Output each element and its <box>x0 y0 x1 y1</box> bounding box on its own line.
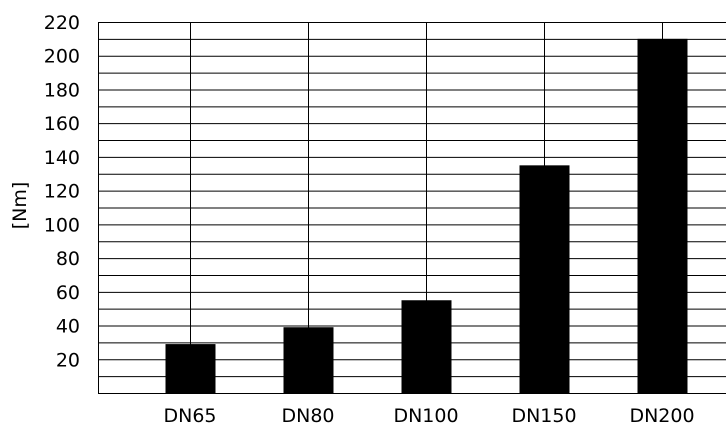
y-tick-label: 20 <box>56 349 80 371</box>
y-tick-labels: 20 40 60 80 100 120 140 160 180 200 220 <box>44 12 80 371</box>
x-tick-label: DN100 <box>393 405 458 427</box>
x-tick-label: DN65 <box>163 405 216 427</box>
y-tick-label: 120 <box>44 181 80 203</box>
bar-dn80 <box>283 327 334 393</box>
grid <box>98 22 726 394</box>
y-tick-label: 60 <box>56 282 80 304</box>
x-tick-label: DN80 <box>281 405 334 427</box>
bar-dn200 <box>637 38 688 393</box>
x-tick-label: DN200 <box>629 405 694 427</box>
bar-dn150 <box>519 165 570 393</box>
y-tick-label: 200 <box>44 46 80 68</box>
bars <box>165 38 688 393</box>
y-tick-label: 180 <box>44 79 80 101</box>
y-tick-label: 100 <box>44 214 80 236</box>
x-tick-labels: DN65 DN80 DN100 DN150 DN200 <box>163 405 694 427</box>
y-tick-label: 40 <box>56 316 80 338</box>
y-tick-label: 80 <box>56 248 80 270</box>
y-tick-label: 140 <box>44 147 80 169</box>
x-tick-label: DN150 <box>511 405 576 427</box>
y-tick-label: 160 <box>44 113 80 135</box>
y-tick-label: 220 <box>44 12 80 34</box>
bar-dn65 <box>165 344 216 393</box>
y-axis-label: [Nm] <box>9 182 31 230</box>
bar-dn100 <box>401 300 452 393</box>
